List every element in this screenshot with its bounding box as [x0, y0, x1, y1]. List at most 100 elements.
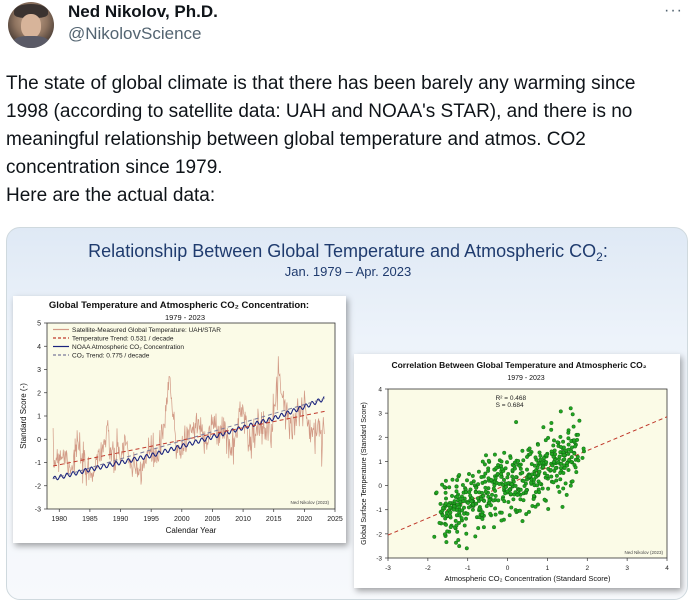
scatter-point: [558, 434, 563, 439]
y-tick-label: 3: [37, 367, 41, 374]
scatter-point: [460, 508, 465, 513]
scatter-point: [522, 484, 527, 488]
avatar[interactable]: [8, 2, 54, 48]
scatter-point: [532, 463, 537, 468]
scatter-point: [574, 470, 579, 475]
y-tick-label: 1: [378, 459, 382, 466]
scatter-point: [563, 481, 568, 486]
scatter-chart-card: Correlation Between Global Temperature a…: [354, 354, 680, 588]
scatter-point: [508, 455, 513, 460]
scatter-point: [546, 486, 551, 491]
chart-credit: Ned Nikolov (2023): [290, 500, 329, 505]
scatter-point: [445, 529, 450, 534]
scatter-point: [581, 446, 586, 451]
scatter-point: [456, 538, 461, 542]
regression-line: [387, 416, 668, 536]
y-tick-label: 4: [378, 387, 382, 394]
scatter-point: [489, 503, 493, 508]
scatter-point: [564, 492, 569, 497]
scatter-point: [443, 490, 448, 495]
scatter-point: [535, 465, 540, 470]
scatter-point: [493, 493, 498, 498]
scatter-point: [505, 475, 510, 480]
scatter-point: [549, 421, 554, 425]
line-chart: Global Temperature and Atmospheric CO₂ C…: [19, 300, 343, 535]
more-options-icon[interactable]: ···: [664, 2, 683, 19]
tweet-media-image[interactable]: Relationship Between Global Temperature …: [6, 227, 688, 600]
scatter-point: [521, 498, 526, 503]
line-chart-card: Global Temperature and Atmospheric CO₂ C…: [13, 296, 346, 543]
scatter-point: [454, 540, 458, 545]
scatter-point: [576, 432, 580, 437]
scatter-point: [437, 520, 442, 525]
scatter-point: [520, 519, 525, 524]
scatter-point: [476, 469, 481, 474]
scatter-point: [566, 436, 571, 441]
y-tick-label: 3: [378, 411, 382, 418]
author-name[interactable]: Ned Nikolov, Ph.D.: [68, 2, 218, 21]
figure-canvas: Relationship Between Global Temperature …: [88, 241, 608, 279]
avatar-shirt: [12, 36, 50, 48]
y-tick-label: 5: [37, 321, 41, 328]
scatter-point: [454, 489, 459, 494]
scatter-point: [566, 430, 571, 435]
scatter-point: [499, 466, 504, 471]
scatter-point: [502, 477, 506, 482]
scatter-point: [507, 513, 512, 518]
line-chart-subtitle: 1979 - 2023: [165, 313, 205, 322]
temperature-series-line: [52, 356, 325, 486]
scatter-point: [544, 460, 549, 465]
scatter-point: [480, 512, 484, 517]
legend-label: Satellite-Measured Global Temperature: U…: [72, 327, 221, 334]
scatter-point: [484, 453, 488, 458]
scatter-point: [448, 513, 453, 518]
scatter-point: [493, 476, 498, 481]
scatter-point: [527, 446, 532, 451]
scatter-point: [480, 517, 485, 521]
scatter-point: [499, 459, 504, 464]
scatter-point: [477, 506, 482, 511]
scatter-point: [541, 465, 546, 469]
scatter-point: [442, 532, 447, 537]
x-tick-label: 0: [506, 565, 510, 572]
author-handle[interactable]: @NikolovScience: [68, 24, 202, 43]
scatter-point: [573, 465, 578, 470]
y-tick-label: -3: [35, 507, 41, 514]
scatter-point: [509, 505, 514, 510]
scatter-point: [462, 505, 466, 510]
scatter-point: [502, 450, 507, 455]
scatter-point: [535, 483, 540, 488]
scatter-point: [482, 498, 487, 503]
scatter-point: [554, 473, 559, 478]
scatter-point: [570, 412, 575, 417]
y-tick-label: 0: [37, 437, 41, 444]
scatter-point: [434, 490, 439, 495]
scatter-point: [432, 534, 437, 539]
y-axis-label: Standard Score (-): [19, 383, 28, 449]
scatter-point: [514, 475, 518, 480]
scatter-point: [492, 452, 497, 457]
scatter-point: [444, 540, 449, 545]
scatter-point: [514, 420, 519, 425]
scatter-point: [462, 511, 467, 516]
scatter-point: [455, 529, 460, 534]
co2-series-line: [52, 396, 325, 481]
scatter-point: [558, 477, 563, 482]
y-tick-label: 1: [37, 414, 41, 421]
x-tick-label: 2025: [327, 516, 343, 523]
scatter-point: [505, 460, 509, 465]
y-tick-label: -1: [35, 460, 41, 467]
scatter-point: [471, 479, 476, 484]
x-tick-label: -3: [385, 565, 391, 572]
scatter-point: [452, 499, 457, 504]
scatter-point: [555, 484, 560, 489]
x-tick-label: 1: [546, 565, 550, 572]
scatter-point: [465, 511, 470, 516]
scatter-point: [573, 444, 578, 449]
scatter-point: [482, 462, 487, 467]
x-tick-label: 3: [625, 565, 629, 572]
scatter-point: [457, 473, 462, 477]
co2-trend-line: [52, 398, 325, 480]
scatter-point: [577, 418, 582, 423]
y-tick-label: 4: [37, 344, 41, 351]
